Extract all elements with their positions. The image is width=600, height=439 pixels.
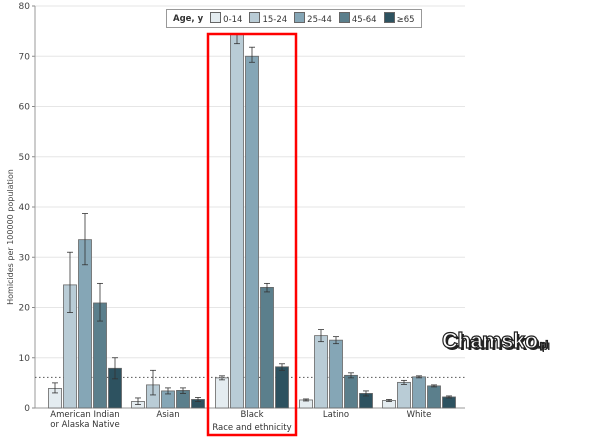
legend-item: 0-14 bbox=[210, 12, 242, 25]
bar-45-64 bbox=[260, 286, 274, 409]
watermark-suffix: .pl bbox=[537, 339, 549, 351]
y-tick-label: 20 bbox=[19, 304, 31, 314]
y-tick-label: 60 bbox=[19, 103, 31, 113]
bar-45-64 bbox=[344, 374, 358, 409]
category-label: or Alaska Native bbox=[50, 420, 119, 430]
bar-25-44 bbox=[329, 339, 343, 409]
legend-swatch bbox=[249, 12, 261, 23]
category-label: Asian bbox=[156, 410, 179, 420]
category-label: Black bbox=[241, 410, 264, 420]
legend-swatch bbox=[210, 12, 222, 23]
bar-15-24 bbox=[230, 33, 244, 409]
legend-label: 0-14 bbox=[223, 15, 243, 25]
y-tick-label: 30 bbox=[19, 253, 31, 263]
bar-15-24 bbox=[314, 335, 328, 409]
legend-swatch bbox=[294, 12, 306, 23]
legend-label: 15-24 bbox=[262, 15, 288, 25]
legend-item: ≥65 bbox=[383, 12, 415, 25]
bar-25-44 bbox=[412, 376, 426, 409]
category-label: White bbox=[407, 410, 432, 420]
legend-item: 15-24 bbox=[249, 12, 287, 25]
legend-item: 45-64 bbox=[338, 12, 377, 25]
legend-swatch bbox=[383, 12, 395, 23]
y-tick-label: 80 bbox=[19, 2, 31, 12]
x-axis-label: Race and ethnicity bbox=[212, 423, 291, 433]
bar-≥65 bbox=[275, 366, 289, 409]
legend-label: 25-44 bbox=[307, 15, 332, 25]
category-label: American Indian bbox=[50, 410, 119, 420]
y-tick-label: 40 bbox=[19, 203, 31, 213]
y-tick-label: 70 bbox=[19, 52, 31, 62]
bar-15-24 bbox=[397, 381, 411, 409]
legend-title: Age, y bbox=[173, 13, 204, 24]
watermark-brand: Chamsko bbox=[441, 327, 538, 353]
highlight-box bbox=[206, 32, 298, 437]
legend-item: 25-44 bbox=[294, 12, 332, 25]
legend-swatch bbox=[338, 12, 350, 23]
y-axis-label: Homicides per 100000 population bbox=[6, 169, 15, 305]
bar-25-44 bbox=[245, 55, 259, 409]
y-tick-label: 0 bbox=[24, 404, 30, 414]
y-tick-label: 50 bbox=[19, 153, 31, 163]
legend-label: 45-64 bbox=[351, 15, 377, 25]
legend-label: ≥65 bbox=[396, 15, 415, 25]
bar-0-14 bbox=[215, 377, 229, 409]
category-label: Latino bbox=[323, 410, 349, 420]
legend: Age, y 0-14 15-24 25-44 45-64 ≥65 bbox=[166, 9, 422, 28]
chamsko-watermark-logo: Chamsko.pl bbox=[441, 327, 549, 354]
bar-45-64 bbox=[427, 385, 441, 409]
bar-≥65 bbox=[442, 396, 456, 409]
y-tick-label: 10 bbox=[19, 354, 31, 364]
